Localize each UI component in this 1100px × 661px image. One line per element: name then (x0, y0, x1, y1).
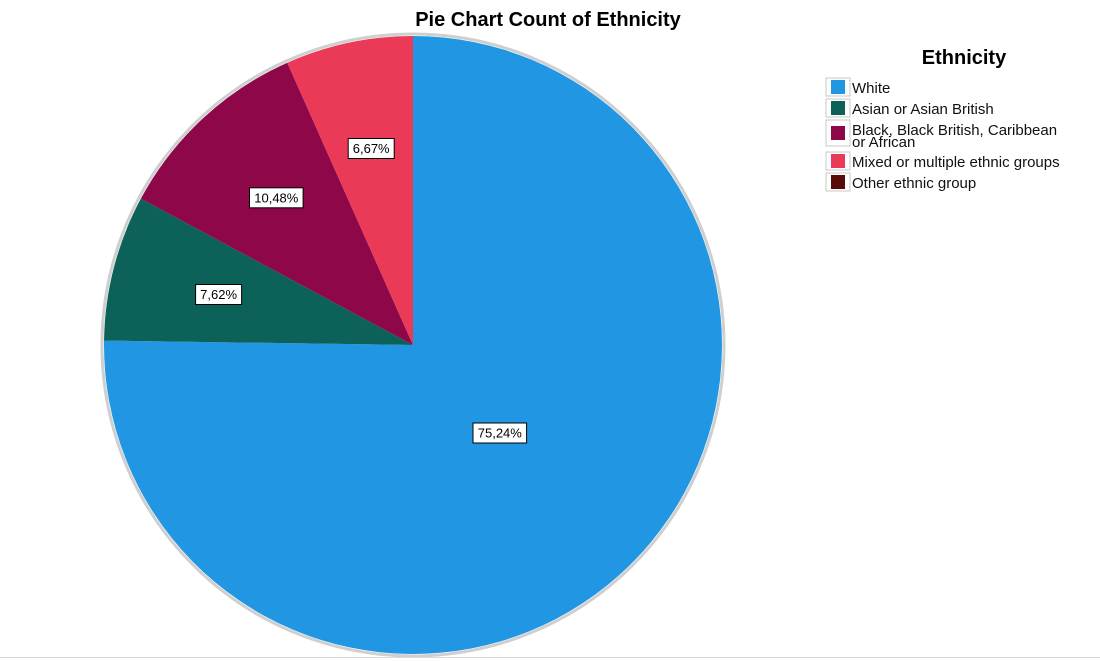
legend-swatch (831, 154, 845, 168)
pie-slice-mixed-or-multiple-ethnic-groups (287, 36, 413, 345)
data-label-box (249, 187, 304, 209)
bottom-divider (0, 657, 1100, 658)
legend-label: White (852, 80, 890, 97)
data-label-black-black-british-caribbean-or-african: 10,48% (249, 187, 304, 209)
legend-item-mixed-or-multiple-ethnic-groups: Mixed or multiple ethnic groups (825, 151, 1060, 171)
legend-swatch (831, 126, 845, 140)
data-label-mixed-or-multiple-ethnic-groups: 6,67% (347, 138, 395, 159)
legend-label: Black, Black British, Caribbean (852, 122, 1057, 139)
legend-item-white: White (825, 77, 890, 97)
legend-item-other-ethnic-group: Other ethnic group (825, 172, 976, 192)
legend-label: Asian or Asian British (852, 101, 994, 118)
data-label-text: 6,67% (353, 141, 390, 156)
data-label-box (347, 138, 395, 159)
legend-label: Other ethnic group (852, 175, 976, 192)
legend-title: Ethnicity (922, 47, 1007, 69)
legend-item-asian-or-asian-british: Asian or Asian British (825, 98, 994, 118)
chart-title: Pie Chart Count of Ethnicity (415, 9, 681, 31)
pie-slices (100, 32, 726, 658)
data-label-asian-or-asian-british: 7,62% (195, 284, 243, 305)
legend-label: or African (852, 134, 915, 151)
data-label-text: 10,48% (254, 190, 299, 205)
legend-swatch (831, 101, 845, 115)
legend-swatch (831, 175, 845, 189)
pie-outline (100, 32, 726, 658)
legend-label: Mixed or multiple ethnic groups (852, 154, 1060, 171)
data-label-white: 75,24% (472, 422, 528, 444)
pie-slice-white (103, 36, 722, 654)
pie-slice-asian-or-asian-british (104, 198, 413, 345)
data-label-box (472, 422, 528, 444)
legend-swatch (831, 80, 845, 94)
data-labels: 75,24% 7,62% 10,48% 6,67% (195, 138, 528, 444)
data-label-text: 7,62% (200, 287, 237, 302)
data-label-text: 75,24% (478, 426, 523, 441)
data-label-box (195, 284, 243, 305)
